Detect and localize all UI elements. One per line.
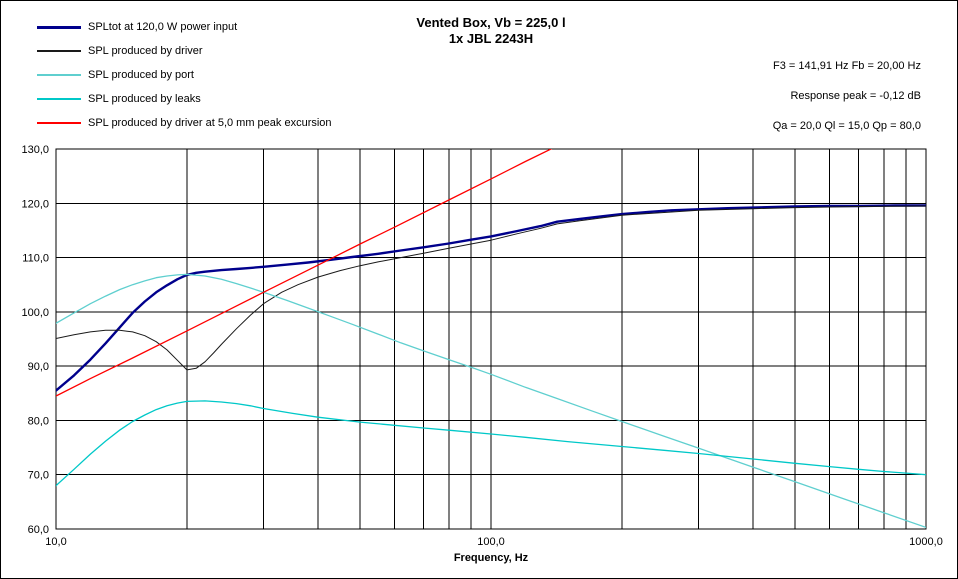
stat-response-peak: Response peak = -0,12 dB (790, 90, 921, 102)
plot-frame (55, 148, 927, 530)
x-tick-label: 1000,0 (909, 536, 943, 548)
y-tick-label: 130,0 (21, 144, 49, 156)
y-tick-label: 90,0 (28, 361, 49, 373)
legend-item-leaks: SPL produced by leaks (37, 87, 332, 111)
legend-label-excursion: SPL produced by driver at 5,0 mm peak ex… (88, 117, 332, 129)
y-tick-label: 80,0 (28, 415, 49, 427)
x-tick-label: 100,0 (477, 536, 505, 548)
curve-port (56, 273, 926, 529)
legend: SPLtot at 120,0 W power input SPL produc… (37, 15, 332, 135)
legend-swatch-port (37, 74, 81, 76)
curve-driver (56, 205, 926, 371)
legend-item-port: SPL produced by port (37, 63, 332, 87)
curve-leaks (56, 400, 926, 487)
curve-spltot (56, 204, 926, 392)
x-axis-label: Frequency, Hz (453, 552, 529, 564)
y-tick-label: 70,0 (28, 470, 49, 482)
legend-item-spltot: SPLtot at 120,0 W power input (37, 15, 332, 39)
x-tick-label: 10,0 (45, 536, 66, 548)
y-tick-label: 110,0 (22, 253, 49, 265)
curve-excursion (56, 149, 553, 397)
stats-block: F3 = 141,91 Hz Fb = 20,00 Hz Response pe… (773, 51, 921, 141)
legend-item-driver: SPL produced by driver (37, 39, 332, 63)
legend-swatch-excursion (37, 122, 81, 124)
legend-label-port: SPL produced by port (88, 69, 194, 81)
legend-label-leaks: SPL produced by leaks (88, 93, 201, 105)
y-tick-label: 120,0 (21, 198, 49, 210)
legend-swatch-spltot (37, 25, 81, 29)
legend-label-driver: SPL produced by driver (88, 45, 203, 57)
y-tick-label: 100,0 (21, 307, 49, 319)
legend-item-excursion: SPL produced by driver at 5,0 mm peak ex… (37, 111, 332, 135)
legend-swatch-driver (37, 50, 81, 52)
curves-group (56, 149, 926, 529)
y-tick-label: 60,0 (28, 524, 49, 536)
stat-q-values: Qa = 20,0 Ql = 15,0 Qp = 80,0 (772, 120, 921, 132)
legend-swatch-leaks (37, 98, 81, 100)
legend-label-spltot: SPLtot at 120,0 W power input (88, 21, 238, 33)
stat-f3-fb: F3 = 141,91 Hz Fb = 20,00 Hz (773, 60, 921, 72)
